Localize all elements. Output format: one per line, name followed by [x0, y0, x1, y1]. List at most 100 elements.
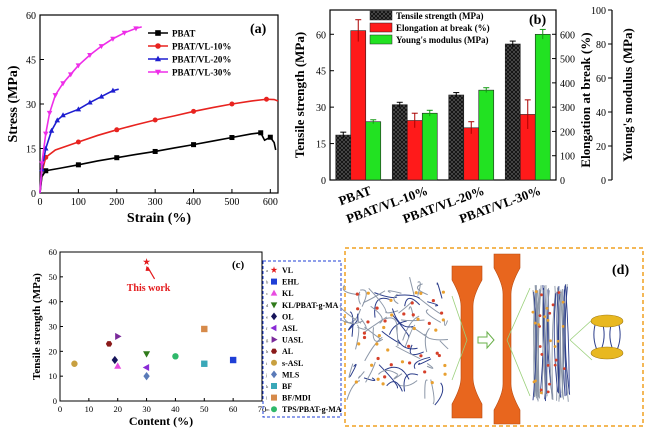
legend-marker [270, 302, 278, 309]
lignin-dot [390, 313, 394, 317]
scatter-point [201, 360, 208, 367]
series-line [39, 131, 277, 194]
panel-d-label: (d) [612, 263, 629, 278]
fiber-network-left [339, 276, 449, 406]
lignin-dot [386, 348, 390, 352]
y2-tick-label: 300 [560, 103, 575, 114]
fiber [395, 294, 420, 299]
x-tick-label: 500 [224, 197, 239, 208]
fiber [562, 285, 566, 397]
fiber [548, 288, 553, 400]
fiber [397, 339, 418, 350]
fiber [364, 336, 383, 362]
lignin-dot [540, 293, 543, 297]
y3-tick-label: 60 [596, 74, 606, 85]
fiber [355, 324, 360, 350]
x-tick-label: 0 [38, 197, 43, 208]
zoom-line [506, 287, 531, 341]
legend-letter: f [266, 326, 268, 331]
fiber [357, 313, 359, 322]
legend-box [262, 260, 342, 418]
scatter-point [143, 372, 150, 381]
data-point [60, 112, 66, 118]
lignin-dot [375, 342, 379, 346]
y2-tick-label: 200 [560, 127, 575, 138]
y-axis-label: Tensile strength (MPa) [292, 32, 307, 158]
fiber [358, 371, 365, 379]
panel-a-line-chart: 0 100 200 300 400 500 600 0 15 30 45 60 Strain (%) St… [6, 11, 279, 226]
fiber-network-aligned [531, 284, 571, 402]
lignin-dot [434, 328, 438, 332]
lignin-dot [546, 364, 550, 367]
bar [365, 121, 382, 181]
fiber [553, 293, 559, 393]
y-axis-label: Tensile strength (MPa) [31, 273, 43, 380]
data-point [46, 110, 53, 116]
fiber [416, 283, 428, 296]
fiber [391, 308, 414, 328]
series-line [39, 98, 279, 194]
lignin-dot [543, 315, 547, 319]
fiber [543, 288, 547, 395]
lignin-dot [355, 292, 359, 296]
data-point [75, 106, 82, 112]
legend-label: TPS/PBAT-g-MA [282, 405, 342, 414]
data-point [54, 117, 61, 123]
panel-a-label: (a) [250, 22, 267, 37]
fiber [443, 320, 448, 326]
legend-label: VL [282, 266, 293, 275]
legend-marker [270, 324, 277, 332]
fiber [339, 305, 362, 324]
y-tick-label: 15 [26, 145, 36, 156]
fiber [368, 287, 387, 314]
fiber [346, 380, 361, 400]
fiber [378, 369, 399, 375]
legend-label: PBAT/VL-10% [172, 42, 231, 52]
data-point [191, 108, 197, 114]
data-point [152, 148, 158, 154]
legend-marker [271, 394, 277, 401]
lignin-dot [443, 372, 447, 376]
legend-marker [271, 278, 277, 285]
x-tick-label: 0 [58, 404, 62, 414]
legend-letter: g [266, 338, 269, 343]
lignin-dot [437, 353, 441, 358]
lignin-dot [407, 344, 411, 348]
bar [406, 120, 423, 181]
dumbbell-specimen-before [451, 265, 483, 419]
fiber [393, 373, 403, 380]
fiber [424, 333, 448, 341]
series-line [39, 26, 142, 194]
data-point [114, 155, 120, 161]
data-point [75, 162, 81, 168]
x-tick-label: 300 [148, 197, 163, 208]
panel-d-schematic: (d) [339, 247, 644, 427]
data-point [133, 26, 139, 32]
y3-axis-label: Young's modulus (MPa) [620, 28, 635, 162]
panel-b-bar-chart: 0153045600100200300400500600020406080100… [292, 6, 635, 226]
bar [534, 33, 551, 181]
legend-letter: e [266, 314, 268, 319]
lignin-dot [538, 345, 542, 348]
lignin-dot [419, 354, 423, 358]
scatter-point [143, 351, 151, 358]
legend-label: Elongation at break (%) [396, 23, 490, 33]
fiber [365, 361, 376, 383]
lignin-dot [545, 306, 549, 310]
fiber [386, 381, 403, 392]
dumbbell-specimen-stretched [493, 253, 521, 425]
y2-tick-label: 0 [560, 176, 565, 187]
fiber [395, 345, 421, 360]
fiber [426, 363, 434, 369]
schematic-border [344, 247, 644, 427]
data-point [75, 63, 82, 69]
legend-marker [271, 370, 277, 379]
fiber [363, 377, 376, 382]
data-point [75, 139, 81, 145]
fiber [409, 276, 415, 297]
lignin-dot [430, 380, 434, 385]
legend-letter: i [266, 361, 268, 366]
y-tick-label: 40 [49, 297, 58, 307]
fiber [388, 320, 407, 335]
